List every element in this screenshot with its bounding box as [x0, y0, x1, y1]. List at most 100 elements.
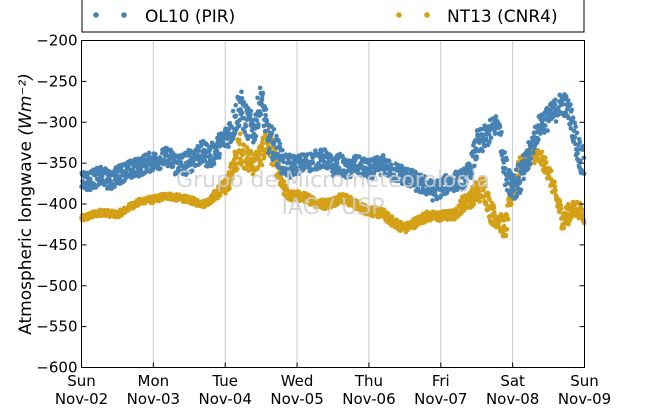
x-tick-label-date: Nov-03 [127, 390, 180, 408]
data-point [263, 112, 269, 118]
data-point [521, 176, 526, 182]
x-tick-label-day: Wed [281, 372, 314, 390]
data-point [486, 191, 491, 196]
data-point [257, 85, 263, 91]
data-point [217, 155, 222, 160]
x-tick-label-day: Fri [432, 372, 450, 390]
data-point [552, 179, 557, 184]
data-point [224, 136, 230, 142]
data-point [480, 148, 485, 154]
data-point [248, 108, 254, 114]
data-point [492, 131, 498, 136]
data-point [581, 155, 587, 161]
x-axis: SunNov-02MonNov-03TueNov-04WedNov-05ThuN… [55, 362, 611, 408]
data-point [559, 216, 564, 221]
data-point [381, 153, 386, 158]
data-point [233, 102, 238, 108]
data-point [499, 153, 505, 158]
data-point [234, 155, 240, 160]
y-tick-label: −450 [36, 236, 77, 254]
y-tick-label: −350 [36, 154, 77, 172]
data-point [471, 202, 477, 207]
x-tick-label-date: Nov-06 [342, 390, 395, 408]
data-point [556, 105, 561, 111]
data-point [516, 175, 521, 181]
data-point [388, 162, 394, 167]
data-point [565, 201, 571, 207]
y-axis: −200 −250 −300 −350 −400 −450 −500 −550 −600 [36, 32, 585, 377]
data-point [378, 172, 384, 178]
y-tick-label: −200 [36, 32, 77, 50]
data-point [237, 131, 243, 137]
data-point [386, 158, 392, 164]
data-point [226, 144, 231, 150]
data-point [239, 89, 244, 95]
x-tick-label-date: Nov-08 [486, 390, 539, 408]
data-point [389, 214, 395, 219]
legend-label-ol10: OL10 (PIR) [145, 7, 235, 27]
data-point [250, 171, 256, 177]
data-point [334, 160, 340, 166]
data-point [237, 123, 242, 128]
data-point [492, 209, 497, 215]
data-point [275, 161, 280, 167]
data-point [230, 170, 235, 176]
data-point [474, 154, 480, 159]
data-point [561, 225, 567, 231]
data-point [501, 223, 507, 229]
data-point [267, 146, 272, 152]
data-point [259, 145, 265, 150]
data-point [552, 184, 558, 189]
data-point [455, 176, 461, 181]
data-point [294, 165, 300, 170]
data-point [262, 153, 267, 159]
data-point [146, 150, 152, 156]
x-tick-label-date: Nov-09 [558, 390, 611, 408]
data-point [504, 227, 510, 232]
data-point [511, 173, 516, 178]
y-tick-label: −500 [36, 277, 77, 295]
data-point [258, 111, 264, 117]
y-axis-label-unit: (Wm⁻²) [16, 73, 36, 135]
data-point [330, 167, 336, 173]
data-point [239, 160, 245, 165]
data-point [217, 151, 222, 157]
data-point [247, 134, 252, 139]
data-point [370, 175, 375, 181]
data-point [487, 197, 492, 202]
data-point [553, 119, 559, 124]
data-point [499, 130, 504, 135]
data-point [477, 189, 482, 194]
data-point [539, 149, 545, 155]
data-point [568, 126, 574, 131]
data-point [501, 160, 507, 165]
data-point [568, 102, 573, 107]
legend-marker-ol10-b [121, 12, 127, 18]
data-point [469, 169, 475, 174]
data-point [239, 96, 245, 101]
data-point [321, 159, 327, 165]
data-point [405, 166, 411, 172]
data-point [267, 138, 272, 143]
data-point [366, 175, 371, 181]
data-point [558, 206, 564, 211]
series-0 [79, 85, 587, 203]
data-point [513, 167, 519, 172]
x-tick-label-date: Nov-05 [270, 390, 323, 408]
data-point [527, 147, 532, 152]
data-point [112, 184, 117, 189]
data-point [211, 161, 217, 166]
data-point [543, 155, 548, 160]
data-point [577, 140, 583, 145]
data-point [196, 148, 202, 154]
data-point [544, 105, 550, 111]
data-point [256, 122, 261, 127]
legend-marker-nt13-b [424, 12, 430, 18]
data-point [553, 97, 558, 103]
data-point [527, 151, 532, 156]
y-tick-label: −300 [36, 113, 77, 131]
data-point [503, 166, 508, 171]
data-point [266, 150, 271, 156]
data-point [483, 184, 488, 189]
data-point [497, 124, 503, 130]
